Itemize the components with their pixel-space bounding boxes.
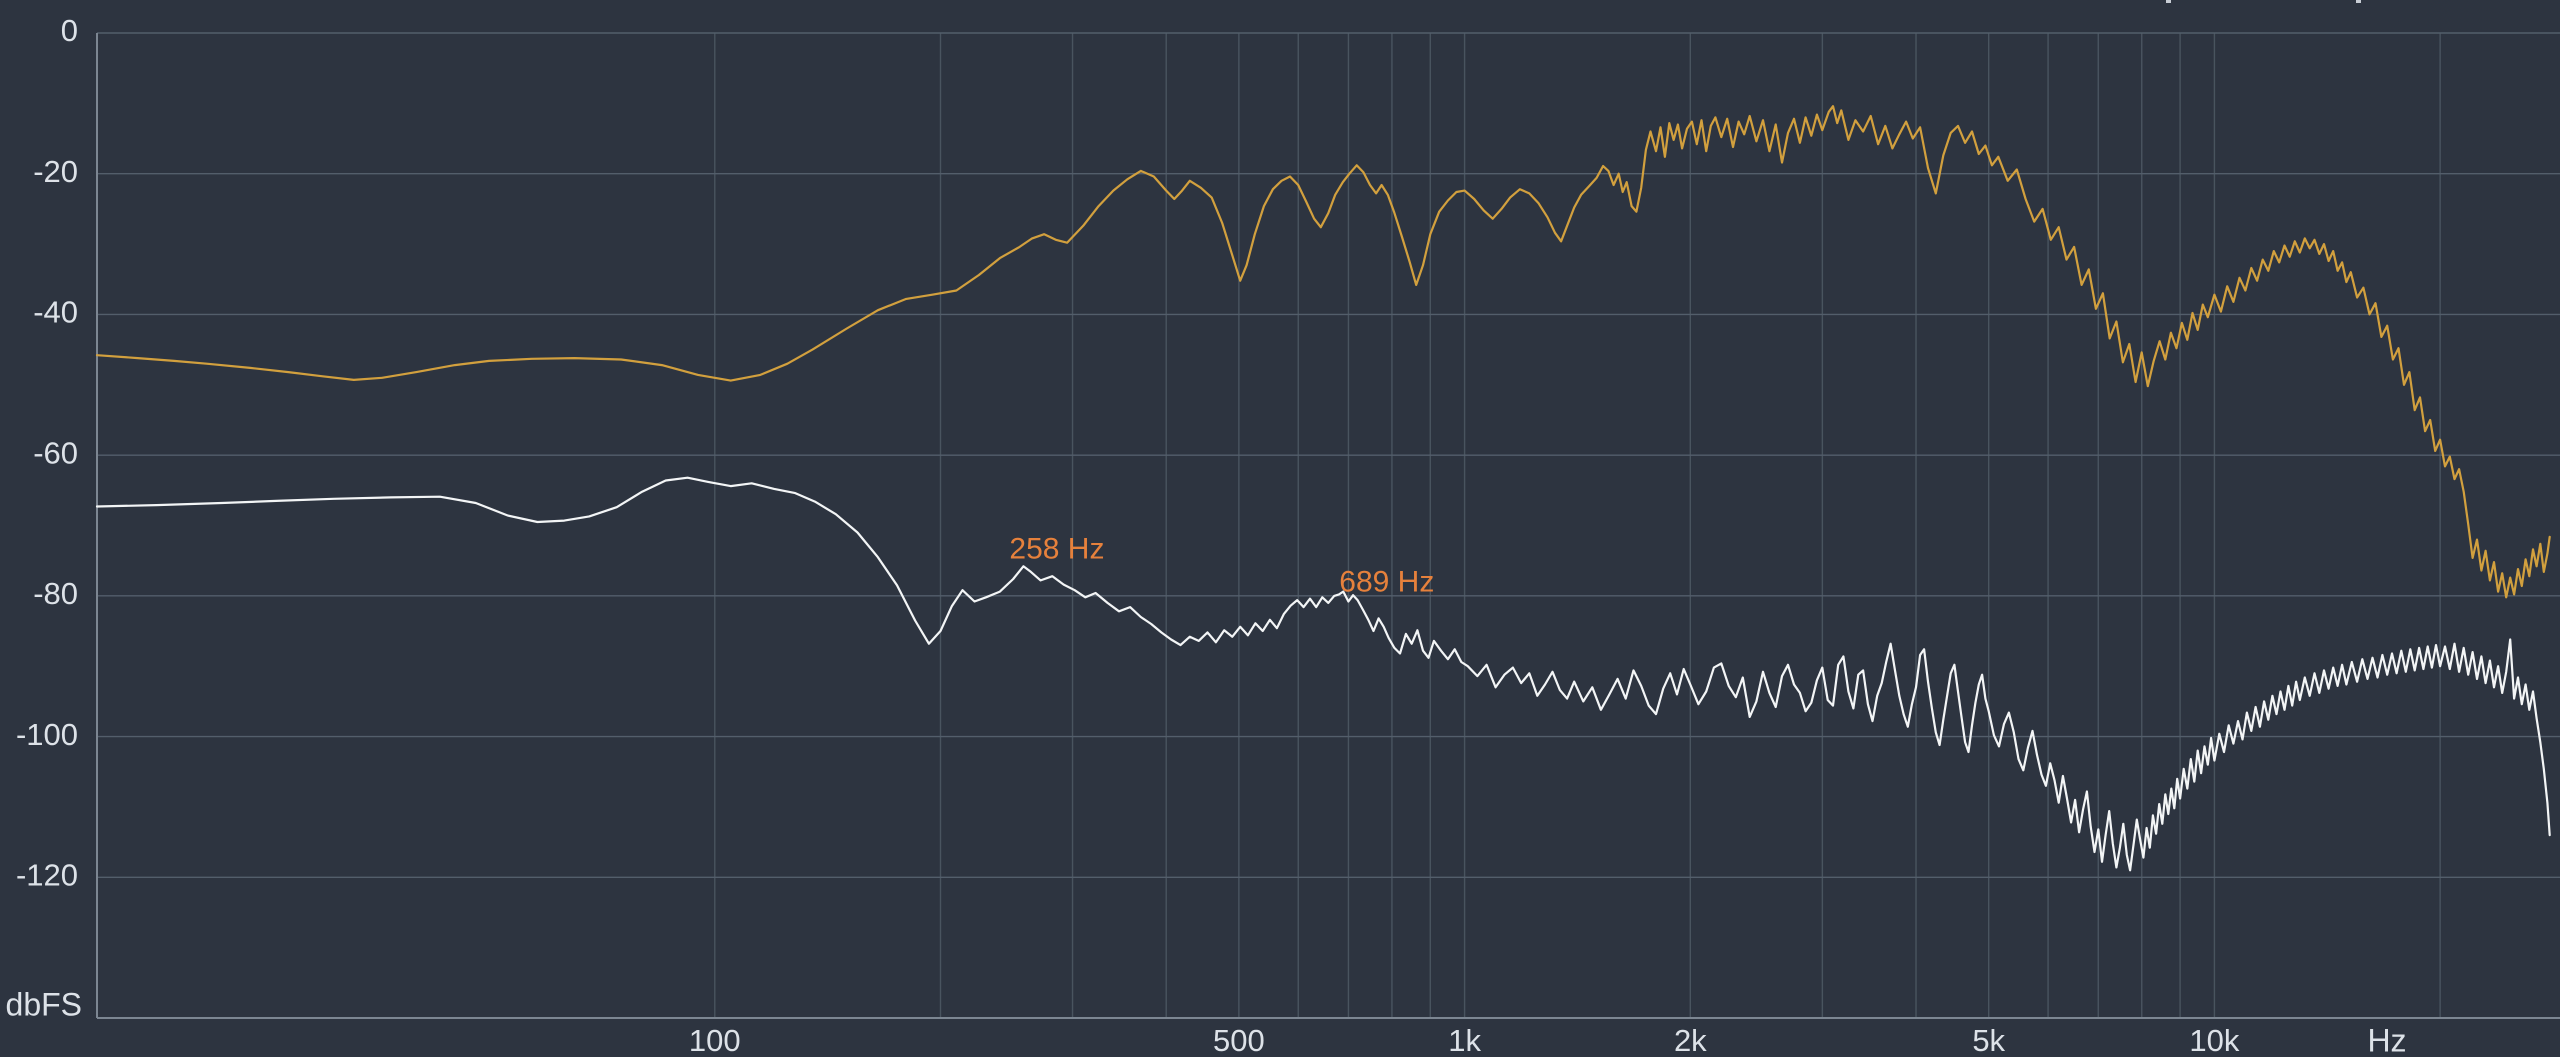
x-tick-label-500: 500 [1213,1023,1265,1057]
x-tick-label-2k: 2k [1674,1023,1707,1057]
x-axis-unit-label: Hz [2367,1022,2406,1057]
peak-annotation-258hz: 258 Hz [1009,532,1104,565]
peak-annotation-689hz: 689 Hz [1339,566,1434,599]
clipped-text-remnants [2166,0,2361,3]
x-tick-label-5k: 5k [1972,1023,2005,1057]
horizontal-gridlines [97,32,2560,878]
y-tick-label--100: -100 [16,717,78,752]
x-tick-label-10k: 10k [2189,1023,2239,1057]
vertical-gridlines [714,33,2441,1018]
white-spectrum-curve [95,476,2551,872]
x-tick-label-1k: 1k [1448,1023,1481,1057]
y-tick-label--60: -60 [33,435,78,470]
axis-unit-labels: dbFS Hz [6,986,2407,1057]
y-tick-label--120: -120 [16,857,78,892]
y-axis-tick-labels: 0 -20 -40 -60 -80 -100 -120 [16,13,78,892]
peak-annotations: 258 Hz 689 Hz [1009,532,1434,598]
axis-borders [96,33,2560,1019]
gold-spectrum-curve [95,105,2551,599]
clipped-text-remnant [2356,0,2361,3]
clipped-text-remnant [2166,0,2171,3]
x-tick-label-100: 100 [689,1023,741,1057]
y-tick-label--40: -40 [33,295,78,330]
spectrum-curves [95,105,2551,872]
x-axis-tick-labels: 100 500 1k 2k 5k 10k [689,1023,2240,1057]
y-tick-label--80: -80 [33,576,78,611]
y-tick-label-0: 0 [61,13,78,48]
y-tick-label--20: -20 [33,154,78,189]
y-axis-unit-label: dbFS [6,986,82,1022]
